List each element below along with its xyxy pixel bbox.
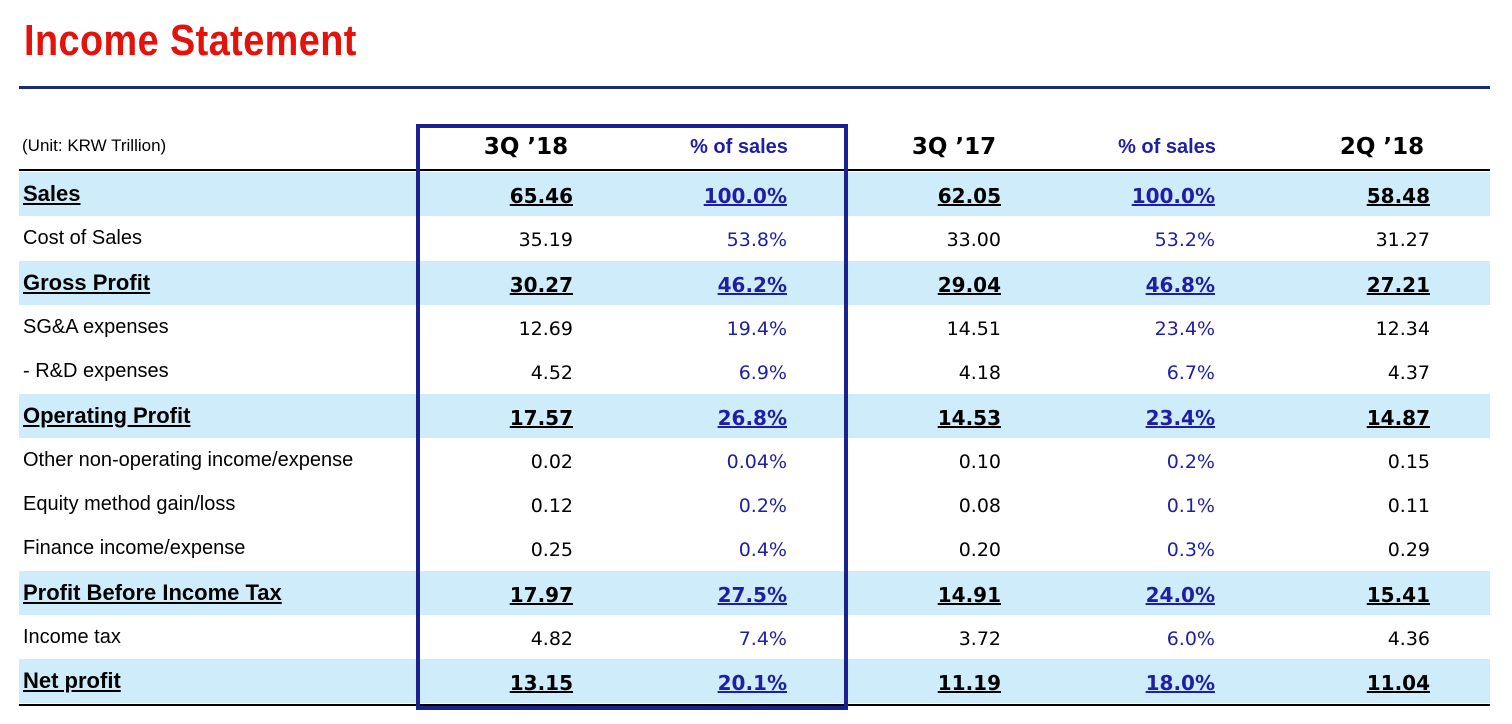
cell-2q18: 0.29 bbox=[1387, 539, 1430, 562]
cell-pct-3q18: 6.9% bbox=[738, 362, 787, 385]
cell-pct-3q18: 0.2% bbox=[738, 495, 787, 518]
cell-3q18: 0.25 bbox=[530, 539, 573, 562]
cell-3q17: 0.08 bbox=[958, 495, 1001, 518]
cell-3q18: 13.15 bbox=[509, 671, 573, 696]
unit-label: (Unit: KRW Trillion) bbox=[22, 136, 167, 155]
cell-pct-3q17: 100.0% bbox=[1131, 184, 1215, 208]
cell-pct-3q17: 18.0% bbox=[1145, 671, 1215, 696]
table-row: Equity method gain/loss 0.12 0.2% 0.08 0.1% 0… bbox=[19, 482, 1490, 526]
table-row: Net profit 13.15 20.1% 11.19 18.0% 11.04 bbox=[19, 659, 1490, 704]
cell-2q18: 4.36 bbox=[1387, 628, 1430, 650]
cell-3q17: 0.10 bbox=[958, 450, 1001, 473]
row-label: Net profit bbox=[23, 668, 121, 694]
cell-pct-3q18: 46.2% bbox=[717, 272, 787, 297]
cell-pct-3q18: 19.4% bbox=[726, 317, 787, 340]
cell-2q18: 58.48 bbox=[1366, 184, 1430, 208]
row-label: Cost of Sales bbox=[23, 227, 142, 250]
row-label: Other non-operating income/expense bbox=[23, 448, 354, 471]
cell-2q18: 4.37 bbox=[1387, 362, 1430, 385]
cell-3q17: 14.91 bbox=[937, 582, 1001, 607]
page-title: Income Statement bbox=[24, 16, 357, 65]
cell-3q18: 12.69 bbox=[518, 317, 573, 340]
cell-3q17: 11.19 bbox=[937, 671, 1001, 696]
cell-3q18: 65.46 bbox=[509, 184, 573, 208]
cell-3q17: 14.51 bbox=[946, 317, 1001, 340]
cell-pct-3q18: 20.1% bbox=[717, 671, 787, 696]
cell-2q18: 15.41 bbox=[1366, 582, 1430, 607]
cell-2q18: 11.04 bbox=[1366, 671, 1430, 696]
cell-pct-3q17: 0.3% bbox=[1166, 539, 1215, 562]
cell-pct-3q17: 6.0% bbox=[1166, 628, 1215, 650]
cell-pct-3q17: 6.7% bbox=[1166, 362, 1215, 385]
row-label: Profit Before Income Tax bbox=[23, 579, 282, 605]
table-row: Other non-operating income/expense 0.02 0.… bbox=[19, 438, 1490, 482]
cell-3q18: 0.12 bbox=[530, 495, 573, 518]
cell-3q17: 3.72 bbox=[958, 628, 1001, 650]
cell-3q18: 17.57 bbox=[509, 405, 573, 430]
cell-pct-3q18: 0.04% bbox=[726, 450, 787, 473]
cell-pct-3q18: 0.4% bbox=[738, 539, 787, 562]
cell-3q18: 0.02 bbox=[530, 450, 573, 473]
table-row: Finance income/expense 0.25 0.4% 0.20 0.3% 0.… bbox=[19, 526, 1490, 570]
column-header-2q18: 2Q ’18 bbox=[1339, 134, 1425, 160]
column-header-pct-3q17: % of sales bbox=[1118, 136, 1216, 158]
cell-pct-3q17: 46.8% bbox=[1145, 272, 1215, 297]
column-header-3q17: 3Q ’17 bbox=[911, 134, 997, 160]
table-row: Gross Profit 30.27 46.2% 29.04 46.8% 27.21 bbox=[19, 260, 1490, 305]
cell-pct-3q17: 23.4% bbox=[1145, 405, 1215, 430]
cell-2q18: 31.27 bbox=[1375, 229, 1430, 252]
row-label: Gross Profit bbox=[23, 269, 151, 295]
cell-pct-3q18: 100.0% bbox=[703, 184, 787, 208]
cell-3q17: 62.05 bbox=[937, 184, 1001, 208]
cell-3q18: 4.52 bbox=[530, 362, 573, 385]
column-header-pct-3q18: % of sales bbox=[690, 136, 788, 158]
table-bottom-divider bbox=[19, 704, 1490, 706]
table-row: Sales 65.46 100.0% 62.05 100.0% 58.48 bbox=[19, 172, 1490, 216]
cell-pct-3q17: 23.4% bbox=[1154, 317, 1215, 340]
cell-pct-3q17: 0.1% bbox=[1166, 495, 1215, 518]
header-divider bbox=[19, 169, 1490, 171]
cell-3q17: 29.04 bbox=[937, 272, 1001, 297]
cell-3q17: 0.20 bbox=[958, 539, 1001, 562]
cell-2q18: 12.34 bbox=[1375, 317, 1430, 340]
cell-3q18: 4.82 bbox=[530, 628, 573, 650]
cell-3q17: 14.53 bbox=[937, 405, 1001, 430]
cell-3q18: 17.97 bbox=[509, 582, 573, 607]
cell-pct-3q17: 24.0% bbox=[1145, 582, 1215, 607]
row-label: Finance income/expense bbox=[23, 537, 246, 560]
row-label: Sales bbox=[23, 181, 81, 206]
cell-2q18: 0.11 bbox=[1387, 495, 1430, 518]
cell-pct-3q17: 53.2% bbox=[1154, 229, 1215, 252]
table-row: SG&A expenses 12.69 19.4% 14.51 23.4% 12.34 bbox=[19, 305, 1490, 349]
cell-2q18: 14.87 bbox=[1366, 405, 1430, 430]
column-header-3q18: 3Q ’18 bbox=[483, 134, 569, 160]
row-label: - R&D expenses bbox=[23, 360, 169, 383]
row-label: SG&A expenses bbox=[23, 315, 169, 338]
table-row: Income tax 4.82 7.4% 3.72 6.0% 4.36 bbox=[19, 615, 1490, 659]
cell-pct-3q18: 27.5% bbox=[717, 582, 787, 607]
cell-pct-3q18: 26.8% bbox=[717, 405, 787, 430]
table-header-row: (Unit: KRW Trillion) 3Q ’18 % of sales 3… bbox=[19, 124, 1490, 169]
cell-3q18: 35.19 bbox=[518, 229, 573, 252]
title-divider bbox=[19, 86, 1490, 89]
cell-2q18: 27.21 bbox=[1366, 272, 1430, 297]
table-row: - R&D expenses 4.52 6.9% 4.18 6.7% 4.37 bbox=[19, 349, 1490, 393]
cell-3q17: 4.18 bbox=[958, 362, 1001, 385]
table-row: Profit Before Income Tax 17.97 27.5% 14.91 2… bbox=[19, 570, 1490, 615]
cell-2q18: 0.15 bbox=[1387, 450, 1430, 473]
row-label: Operating Profit bbox=[23, 402, 191, 428]
cell-pct-3q17: 0.2% bbox=[1166, 450, 1215, 473]
table-row: Operating Profit 17.57 26.8% 14.53 23.4% 14.8… bbox=[19, 393, 1490, 438]
cell-3q17: 33.00 bbox=[946, 229, 1001, 252]
row-label: Equity method gain/loss bbox=[23, 493, 236, 516]
cell-pct-3q18: 7.4% bbox=[738, 628, 787, 650]
cell-3q18: 30.27 bbox=[509, 272, 573, 297]
cell-pct-3q18: 53.8% bbox=[726, 229, 787, 252]
row-label: Income tax bbox=[23, 626, 121, 648]
table-row: Cost of Sales 35.19 53.8% 33.00 53.2% 31.27 bbox=[19, 216, 1490, 260]
